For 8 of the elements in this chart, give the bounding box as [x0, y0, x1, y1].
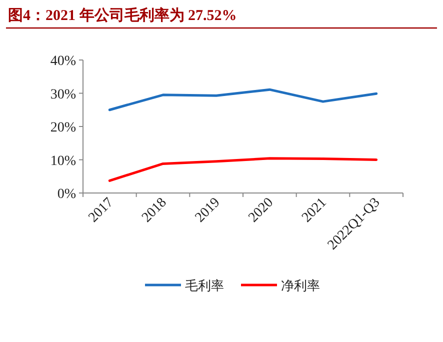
y-tick-label: 20% — [50, 120, 76, 136]
y-tick-label: 40% — [50, 54, 76, 69]
y-tick-label: 10% — [50, 154, 76, 169]
y-tick-label: 30% — [50, 87, 76, 102]
y-tick-label: 0% — [57, 187, 76, 202]
legend-label: 净利率 — [281, 278, 320, 294]
title: 图4：2021 年公司毛利率为 27.52% — [8, 8, 237, 24]
legend-label: 毛利率 — [185, 278, 224, 294]
